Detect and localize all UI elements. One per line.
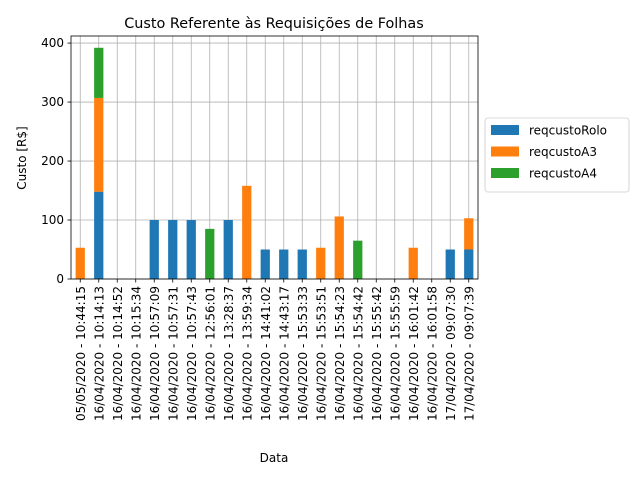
- x-tick-label: 16/04/2020 - 15:54:42: [351, 286, 365, 421]
- y-tick-label: 300: [41, 95, 64, 109]
- bar-reqcustoA3: [316, 247, 326, 279]
- y-axis-label: Custo [R$]: [15, 126, 29, 189]
- x-tick-label: 16/04/2020 - 10:57:09: [148, 286, 162, 421]
- y-tick-label: 0: [56, 272, 64, 286]
- bar-reqcustoRolo: [464, 249, 474, 279]
- bar-reqcustoA4: [205, 228, 215, 279]
- bar-reqcustoA3: [334, 216, 344, 279]
- x-tick-label: 16/04/2020 - 12:56:01: [203, 286, 217, 421]
- grid: [71, 36, 478, 280]
- bar-reqcustoRolo: [149, 220, 159, 279]
- bars: [75, 47, 474, 279]
- bar-reqcustoRolo: [168, 220, 178, 279]
- x-tick-label: 16/04/2020 - 16:01:42: [407, 286, 421, 421]
- x-tick-label: 17/04/2020 - 09:07:39: [462, 286, 476, 421]
- bar-reqcustoA3: [94, 97, 104, 192]
- bar-reqcustoRolo: [94, 191, 104, 279]
- bar-reqcustoA3: [464, 218, 474, 250]
- y-tick-label: 400: [41, 36, 64, 50]
- bar-reqcustoA4: [353, 240, 363, 279]
- x-tick-label: 16/04/2020 - 13:28:37: [222, 286, 236, 421]
- legend-swatch-reqcustoA3: [491, 146, 519, 157]
- x-tick-label: 16/04/2020 - 15:55:42: [370, 286, 384, 421]
- y-axis: 0 100 200 300 400: [41, 36, 71, 286]
- bar-reqcustoRolo: [186, 220, 196, 279]
- bar-reqcustoA3: [408, 247, 418, 279]
- x-tick-label: 16/04/2020 - 10:14:52: [111, 286, 125, 421]
- x-tick-label: 16/04/2020 - 10:57:43: [185, 286, 199, 421]
- legend: reqcustoRolo reqcustoA3 reqcustoA4: [484, 117, 630, 193]
- x-tick-label: 16/04/2020 - 14:41:02: [259, 286, 273, 421]
- legend-swatch-reqcustoRolo: [491, 125, 519, 135]
- y-tick-label: 100: [41, 213, 64, 227]
- x-tick-label: 16/04/2020 - 15:53:33: [296, 286, 310, 421]
- bar-reqcustoRolo: [297, 249, 307, 279]
- bar-reqcustoA3: [242, 185, 252, 279]
- bar-reqcustoA3: [75, 247, 85, 279]
- x-tick-label: 05/05/2020 - 10:44:15: [74, 286, 88, 421]
- legend-swatch-reqcustoA4: [491, 168, 519, 178]
- x-axis: 05/05/2020 - 10:44:15 16/04/2020 - 10:14:…: [74, 279, 476, 421]
- bar-reqcustoA4: [94, 47, 104, 98]
- x-tick-label: 16/04/2020 - 10:57:31: [166, 286, 180, 421]
- plot-area: [70, 35, 479, 280]
- x-tick-label: 16/04/2020 - 15:55:59: [388, 286, 402, 421]
- bar-reqcustoRolo: [445, 249, 455, 279]
- legend-label-reqcustoA3: reqcustoA3: [529, 145, 597, 159]
- legend-frame: [484, 117, 630, 193]
- x-tick-label: 17/04/2020 - 09:07:30: [444, 286, 458, 421]
- x-axis-label: Data: [260, 451, 289, 465]
- legend-label-reqcustoA4: reqcustoA4: [529, 167, 597, 181]
- bar-reqcustoRolo: [260, 249, 270, 279]
- bar-reqcustoRolo: [279, 249, 289, 279]
- x-tick-label: 16/04/2020 - 13:59:34: [240, 286, 254, 421]
- chart-title: Custo Referente às Requisições de Folhas: [124, 16, 424, 32]
- y-tick-label: 200: [41, 154, 64, 168]
- x-tick-label: 16/04/2020 - 10:15:34: [129, 286, 143, 421]
- x-tick-label: 16/04/2020 - 10:14:13: [92, 286, 106, 421]
- x-tick-label: 16/04/2020 - 15:54:23: [333, 286, 347, 421]
- x-tick-label: 16/04/2020 - 16:01:58: [425, 286, 439, 421]
- x-tick-label: 16/04/2020 - 15:53:51: [314, 286, 328, 421]
- bar-reqcustoRolo: [223, 220, 233, 279]
- legend-label-reqcustoRolo: reqcustoRolo: [529, 124, 607, 138]
- x-tick-label: 16/04/2020 - 14:43:17: [277, 286, 291, 421]
